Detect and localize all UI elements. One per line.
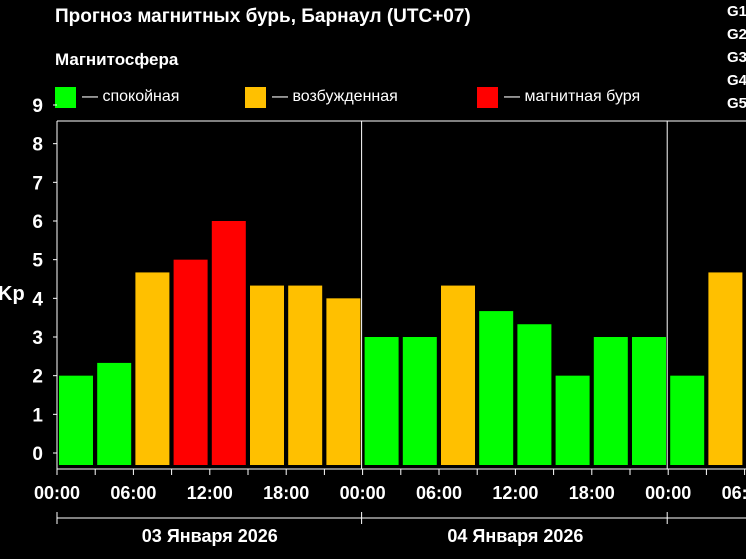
legend-item-calm: — спокойная xyxy=(55,86,179,108)
y-axis-label: Kp xyxy=(0,283,25,305)
g-scale-legend: G1 G2 G3 G4 G5 xyxy=(727,0,746,115)
chart-title: Прогноз магнитных бурь, Барнаул (UTC+07) xyxy=(55,6,471,27)
x-tick-label: 12:00 xyxy=(187,483,233,503)
x-tick-label: 06:00 xyxy=(416,483,462,503)
x-tick-label: 00:00 xyxy=(34,483,80,503)
g-scale-item: G5 xyxy=(727,95,746,112)
y-tick-label: 4 xyxy=(32,289,43,310)
bar xyxy=(402,337,437,465)
bar xyxy=(211,221,246,465)
g-scale-item: G1 xyxy=(727,3,746,20)
legend-label-storm: — магнитная буря xyxy=(504,88,641,105)
bar xyxy=(632,337,666,465)
legend-swatch-excited xyxy=(245,86,266,108)
legend-swatch-storm xyxy=(477,86,498,108)
x-tick-label: 00:00 xyxy=(340,483,386,503)
bar xyxy=(59,375,93,465)
bar xyxy=(517,324,552,465)
y-tick-label: 3 xyxy=(32,328,43,349)
bar xyxy=(326,298,361,465)
bar xyxy=(97,362,132,465)
legend-item-excited: — возбужденная xyxy=(245,86,398,108)
bar xyxy=(479,311,514,465)
g-scale-item: G3 xyxy=(727,49,746,66)
y-tick-label: 1 xyxy=(32,405,43,426)
bar xyxy=(555,375,590,465)
bar xyxy=(708,272,743,465)
x-tick-label: 06:00 xyxy=(722,483,746,503)
bar xyxy=(250,285,284,465)
x-tick-label: 18:00 xyxy=(263,483,309,503)
legend-item-storm: — магнитная буря xyxy=(477,86,640,108)
legend-label-calm: — спокойная xyxy=(82,88,180,105)
bar xyxy=(364,337,399,465)
legend-subtitle: Магнитосфера xyxy=(55,50,179,69)
day-label: 04 Января 2026 xyxy=(447,526,583,546)
day-label: 03 Января 2026 xyxy=(142,526,278,546)
y-tick-label: 8 xyxy=(32,135,43,156)
bar xyxy=(288,285,323,465)
bar xyxy=(593,337,628,465)
y-tick-label: 2 xyxy=(32,367,43,388)
x-tick-label: 12:00 xyxy=(492,483,538,503)
bar xyxy=(173,259,208,465)
legend-label-excited: — возбужденная xyxy=(272,88,398,105)
bar xyxy=(670,375,705,465)
x-tick-label: 06:00 xyxy=(110,483,156,503)
bar xyxy=(135,272,170,465)
g-scale-item: G4 xyxy=(727,72,746,89)
legend-swatch-calm xyxy=(55,86,76,108)
y-tick-label: 6 xyxy=(32,212,43,233)
y-tick-label: 5 xyxy=(32,251,43,272)
x-tick-label: 18:00 xyxy=(569,483,615,503)
x-tick-label: 00:00 xyxy=(645,483,691,503)
y-tick-label: 9 xyxy=(32,96,43,117)
bar xyxy=(441,285,475,465)
g-scale-item: G2 xyxy=(727,26,746,43)
y-tick-label: 7 xyxy=(32,173,43,194)
y-tick-label: 0 xyxy=(32,444,43,465)
